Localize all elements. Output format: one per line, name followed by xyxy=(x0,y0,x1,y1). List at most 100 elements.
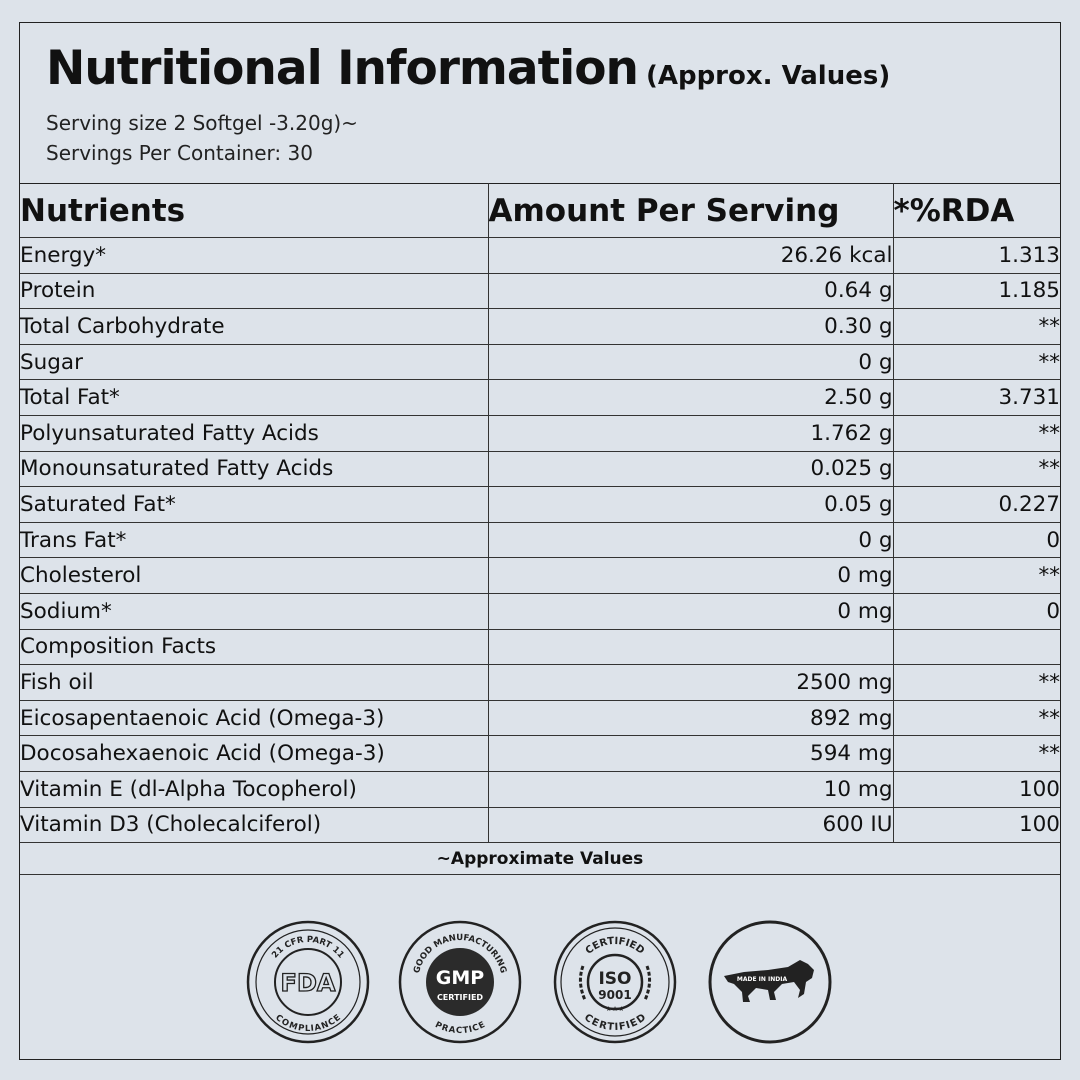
page-title: Nutritional Information xyxy=(46,41,639,96)
iso-center-text: ISO xyxy=(598,969,631,989)
rda-cell: 0.227 xyxy=(892,486,1060,523)
table-row: Total Carbohydrate 0.30 g ** xyxy=(20,308,1060,345)
amount-cell: 2500 mg xyxy=(487,664,894,701)
rda-cell: 100 xyxy=(892,806,1060,844)
fda-badge-icon: 21 CFR PART 11 COMPLIANCE FDA xyxy=(246,920,370,1044)
nutrient-cell: Trans Fat* xyxy=(20,521,489,559)
table-row: Energy* 26.26 kcal 1.313 xyxy=(20,237,1060,274)
rda-cell: 0 xyxy=(892,521,1060,559)
table-row: Vitamin E (dl-Alpha Tocopherol) 10 mg 100 xyxy=(20,770,1060,808)
gmp-center-sub: CERTIFIED xyxy=(437,993,483,1002)
table-row: Vitamin D3 (Cholecalciferol) 600 IU 100 xyxy=(20,806,1060,844)
servings-per-container: Servings Per Container: 30 xyxy=(46,141,313,165)
nutrient-cell: Monounsaturated Fatty Acids xyxy=(20,450,489,488)
fda-center-text: FDA xyxy=(281,969,336,997)
rda-cell: 100 xyxy=(892,770,1060,808)
svg-text:CERTIFIED: CERTIFIED xyxy=(582,1012,648,1033)
footnote: ~Approximate Values xyxy=(20,842,1060,876)
amount-cell: 0 mg xyxy=(487,592,894,630)
amount-cell: 892 mg xyxy=(487,699,894,737)
table-row: Docosahexaenoic Acid (Omega-3) 594 mg ** xyxy=(20,735,1060,772)
made-in-india-badge-icon: MADE IN INDIA xyxy=(708,920,832,1044)
nutrient-cell: Sodium* xyxy=(20,592,489,630)
column-header-amount: Amount Per Serving xyxy=(487,183,894,238)
amount-cell: 26.26 kcal xyxy=(487,237,894,274)
table-row: Sugar 0 g ** xyxy=(20,343,1060,381)
rda-cell: ** xyxy=(892,664,1060,701)
nutrition-table: Nutrients Amount Per Serving *%RDA Energ… xyxy=(20,183,1060,876)
iso-top-text: CERTIFIED xyxy=(584,936,646,957)
rda-cell: 3.731 xyxy=(892,379,1060,416)
amount-cell: 594 mg xyxy=(487,735,894,772)
rda-cell: 0 xyxy=(892,592,1060,630)
certification-badges: 21 CFR PART 11 COMPLIANCE FDA GOOD MANUF… xyxy=(20,898,1060,1048)
table-row: Eicosapentaenoic Acid (Omega-3) 892 mg ** xyxy=(20,699,1060,737)
nutrient-cell: Composition Facts xyxy=(20,628,489,666)
made-in-india-text: MADE IN INDIA xyxy=(737,976,788,983)
amount-cell: 0 mg xyxy=(487,557,894,594)
nutrient-cell: Eicosapentaenoic Acid (Omega-3) xyxy=(20,699,489,737)
amount-cell: 1.762 g xyxy=(487,414,894,452)
amount-cell: 0 g xyxy=(487,521,894,559)
amount-cell: 0.64 g xyxy=(487,272,894,310)
table-row: Sodium* 0 mg 0 xyxy=(20,592,1060,630)
panel-header: Nutritional Information (Approx. Values) … xyxy=(20,23,1060,183)
nutrient-cell: Saturated Fat* xyxy=(20,486,489,523)
iso-badge-icon: CERTIFIED CERTIFIED ISO 9001 ★★★ xyxy=(553,920,677,1044)
amount-cell xyxy=(487,628,894,666)
iso-bottom-text: CERTIFIED xyxy=(582,1012,648,1033)
rda-cell xyxy=(892,628,1060,666)
nutrient-cell: Total Fat* xyxy=(20,379,489,416)
gmp-bottom-text: PRACTICE xyxy=(433,1020,487,1036)
rda-cell: 1.313 xyxy=(892,237,1060,274)
nutrient-cell: Fish oil xyxy=(20,664,489,701)
rda-cell: ** xyxy=(892,735,1060,772)
amount-cell: 10 mg xyxy=(487,770,894,808)
nutrient-cell: Sugar xyxy=(20,343,489,381)
nutrient-cell: Polyunsaturated Fatty Acids xyxy=(20,414,489,452)
table-row: Total Fat* 2.50 g 3.731 xyxy=(20,379,1060,416)
nutrient-cell: Cholesterol xyxy=(20,557,489,594)
amount-cell: 0.025 g xyxy=(487,450,894,488)
iso-center-sub: 9001 xyxy=(598,988,631,1002)
amount-cell: 0.30 g xyxy=(487,308,894,345)
rda-cell: ** xyxy=(892,557,1060,594)
column-header-rda: *%RDA xyxy=(892,183,1060,238)
svg-text:PRACTICE: PRACTICE xyxy=(433,1020,487,1036)
nutrient-cell: Vitamin D3 (Cholecalciferol) xyxy=(20,806,489,844)
title-line: Nutritional Information (Approx. Values) xyxy=(46,41,890,96)
nutrition-panel: Nutritional Information (Approx. Values) … xyxy=(19,22,1061,1060)
table-row: Fish oil 2500 mg ** xyxy=(20,664,1060,701)
nutrient-cell: Protein xyxy=(20,272,489,310)
gmp-center-text: GMP xyxy=(436,967,485,989)
nutrient-cell: Total Carbohydrate xyxy=(20,308,489,345)
table-row: Protein 0.64 g 1.185 xyxy=(20,272,1060,310)
table-row: Polyunsaturated Fatty Acids 1.762 g ** xyxy=(20,414,1060,452)
gmp-badge-icon: GOOD MANUFACTURING PRACTICE GMP CERTIFIE… xyxy=(398,920,522,1044)
table-row: Cholesterol 0 mg ** xyxy=(20,557,1060,594)
table-row: Monounsaturated Fatty Acids 0.025 g ** xyxy=(20,450,1060,488)
svg-text:CERTIFIED: CERTIFIED xyxy=(584,936,646,957)
nutrient-cell: Docosahexaenoic Acid (Omega-3) xyxy=(20,735,489,772)
amount-cell: 0.05 g xyxy=(487,486,894,523)
amount-cell: 600 IU xyxy=(487,806,894,844)
table-row: Saturated Fat* 0.05 g 0.227 xyxy=(20,486,1060,523)
table-header-row: Nutrients Amount Per Serving *%RDA xyxy=(20,183,1060,238)
svg-text:21 CFR PART 11: 21 CFR PART 11 xyxy=(270,935,346,960)
table-row: Composition Facts xyxy=(20,628,1060,666)
rda-cell: ** xyxy=(892,308,1060,345)
footnote-row: ~Approximate Values xyxy=(20,842,1060,876)
svg-text:★★★: ★★★ xyxy=(606,1005,625,1013)
amount-cell: 2.50 g xyxy=(487,379,894,416)
rda-cell: ** xyxy=(892,343,1060,381)
rda-cell: ** xyxy=(892,699,1060,737)
rda-cell: ** xyxy=(892,450,1060,488)
rda-cell: 1.185 xyxy=(892,272,1060,310)
rda-cell: ** xyxy=(892,414,1060,452)
fda-top-text: 21 CFR PART 11 xyxy=(270,935,346,960)
serving-size: Serving size 2 Softgel -3.20g)~ xyxy=(46,111,358,135)
nutrient-cell: Vitamin E (dl-Alpha Tocopherol) xyxy=(20,770,489,808)
column-header-nutrients: Nutrients xyxy=(20,183,489,238)
amount-cell: 0 g xyxy=(487,343,894,381)
